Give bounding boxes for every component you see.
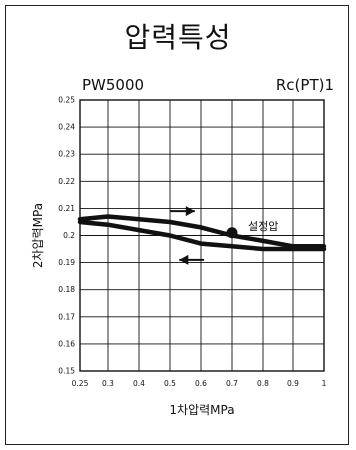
y-tick-label: 0.19	[58, 258, 75, 267]
y-tick-label: 0.17	[58, 312, 75, 321]
port-label: Rc(PT)1	[275, 76, 334, 94]
arrow-head	[185, 206, 195, 217]
y-tick-label: 0.21	[58, 204, 75, 213]
chart-title: 압력특성	[124, 21, 232, 54]
y-tick-label: 0.18	[58, 285, 75, 294]
series-line-1	[77, 214, 327, 249]
x-tick-label: 0.25	[72, 379, 89, 388]
y-tick-label: 0.24	[58, 123, 75, 132]
x-tick-label: 0.6	[195, 379, 207, 388]
y-tick-label: 0.23	[58, 150, 75, 159]
x-tick-label: 0.3	[102, 379, 114, 388]
arrow-head	[179, 254, 189, 265]
x-axis-ticks: 0.25 0.3 0.4 0.5 0.6 0.7 0.8 0.9 1	[72, 379, 327, 388]
x-axis-title: 1차압력MPa	[169, 403, 234, 417]
direction-arrow-right	[170, 206, 195, 217]
x-tick-label: 0.9	[287, 379, 299, 388]
y-axis-title: 2차압력MPa	[31, 203, 45, 268]
model-label: PW5000	[82, 76, 145, 94]
chart-grid	[79, 99, 325, 372]
series-line-2	[77, 219, 327, 252]
x-tick-label: 0.7	[226, 379, 238, 388]
y-tick-label: 0.25	[58, 96, 75, 105]
annotations: 설정압	[170, 206, 278, 265]
x-tick-label: 0.5	[164, 379, 176, 388]
x-tick-label: 0.4	[133, 379, 145, 388]
y-tick-label: 0.22	[58, 177, 75, 186]
y-tick-label: 0.15	[58, 367, 75, 376]
y-axis-ticks: 0.25 0.24 0.23 0.22 0.21 0.2 0.19 0.18 0.17 0.16 0…	[58, 96, 75, 376]
x-tick-label: 1	[322, 379, 327, 388]
plot-border	[79, 99, 325, 372]
set-point-label: 설정압	[248, 220, 278, 233]
x-tick-label: 0.8	[257, 379, 269, 388]
y-tick-label: 0.2	[63, 231, 75, 240]
direction-arrow-left	[179, 254, 205, 265]
set-point-marker	[226, 227, 238, 239]
y-tick-label: 0.16	[58, 339, 75, 348]
series-layer	[77, 214, 327, 252]
